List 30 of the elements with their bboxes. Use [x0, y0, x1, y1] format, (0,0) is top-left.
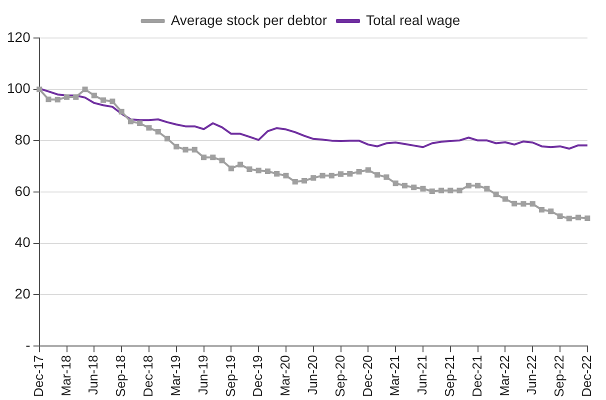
- x-tick-label: Mar-20: [278, 355, 293, 396]
- x-tick-label: Mar-21: [387, 355, 402, 396]
- x-tick-label: Sep-22: [552, 355, 567, 397]
- y-tick-label: 100: [7, 80, 31, 96]
- y-tick-label: 60: [14, 182, 31, 199]
- y-tick-label: 40: [14, 234, 31, 250]
- x-tick-label: Jun-21: [414, 355, 430, 395]
- x-tick-label: Sep-19: [222, 355, 238, 397]
- y-tick-label: -: [26, 336, 31, 353]
- x-tick-label: Mar-22: [496, 355, 512, 396]
- x-tick-label: Jun-19: [195, 355, 210, 395]
- x-tick-label: Dec-17: [30, 355, 46, 397]
- y-tick-label: 120: [7, 28, 31, 45]
- legend-label: Total real wage: [366, 12, 460, 28]
- x-tick-label: Jun-22: [524, 355, 540, 395]
- legend-label: Average stock per debtor: [170, 12, 328, 28]
- x-tick-label: Dec-19: [250, 355, 266, 397]
- x-tick-label: Sep-18: [113, 355, 128, 397]
- x-tick-label: Dec-22: [578, 355, 594, 397]
- y-tick-label: 20: [14, 286, 31, 302]
- x-tick-label: Dec-20: [360, 355, 375, 397]
- x-tick-label: Dec-18: [140, 355, 156, 397]
- y-tick-label: 80: [14, 132, 31, 148]
- x-tick-label: Mar-19: [168, 355, 183, 396]
- x-tick-label: Sep-21: [442, 355, 457, 397]
- x-tick-label: Dec-21: [469, 355, 484, 397]
- x-tick-label: Jun-20: [304, 355, 320, 395]
- x-tick-label: Jun-18: [86, 355, 101, 395]
- x-tick-label: Sep-20: [332, 355, 348, 397]
- x-tick-label: Mar-18: [58, 355, 74, 396]
